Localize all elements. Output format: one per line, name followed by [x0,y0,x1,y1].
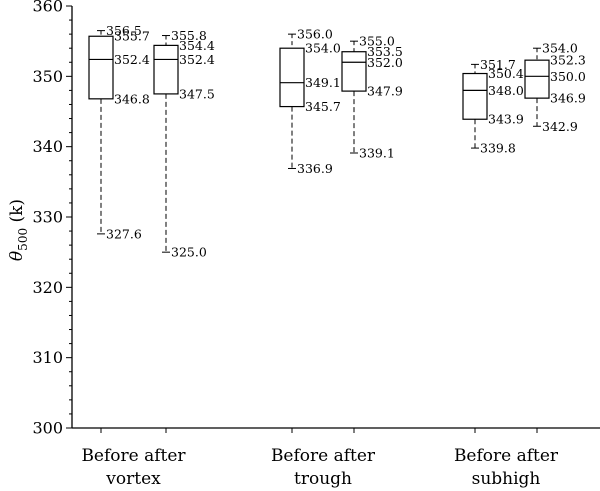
y-tick-label: 320 [32,278,63,297]
y-tick-label: 340 [32,137,63,156]
y-tick-label: 350 [32,67,63,86]
box-iqr [341,51,367,92]
axes: 300 310 320 330 340 350 360 [32,0,600,438]
y-tick-label: 300 [32,419,63,438]
label-q1: 343.9 [488,112,524,127]
category-label-line2: trough [294,469,352,489]
label-q1: 346.9 [550,91,586,106]
category-label-line1: Before after [81,446,186,466]
y-axis-label: θ500 (k) [7,199,30,261]
label-min: 325.0 [171,245,207,260]
label-q3: 350.4 [488,66,524,81]
label-max: 356.5 [106,23,142,38]
label-median: 352.0 [367,55,403,70]
box-iqr [88,35,114,100]
label-q1: 346.8 [114,91,150,106]
box-iqr [524,59,550,99]
label-q1: 347.9 [367,84,403,99]
y-axis-label-unit: (k) [7,199,27,228]
category-label-line1: Before after [454,446,559,466]
y-axis-label-symbol: θ [7,251,27,261]
box-iqr [153,44,179,95]
label-min: 339.1 [359,145,395,160]
category-label-line1: Before after [271,446,376,466]
label-q1: 347.5 [179,86,215,101]
y-axis-label-text: θ500 (k) [7,199,30,261]
category-label-line2: vortex [105,469,161,489]
label-q3: 355.7 [114,29,150,44]
label-median: 349.1 [305,75,341,90]
label-min: 336.9 [297,161,333,176]
y-axis-label-subscript: 500 [16,228,30,251]
y-tick-label: 310 [32,348,63,367]
label-min: 327.6 [106,226,142,241]
label-q3: 352.3 [550,53,586,68]
label-q3: 354.0 [305,41,341,56]
box-iqr [279,47,305,108]
label-q1: 345.7 [305,99,341,114]
label-median: 352.4 [114,52,150,67]
y-tick-label: 330 [32,208,63,227]
label-median: 352.4 [179,52,215,67]
x-axis-category-labels: Before after vortex Before after trough Befo… [81,446,558,489]
label-max: 351.7 [480,57,516,72]
label-q3: 354.4 [179,38,215,53]
category-label-line2: subhigh [472,469,541,489]
label-min: 339.8 [480,141,516,156]
label-max: 355.0 [359,34,395,49]
box-iqr [462,72,488,120]
label-max: 356.0 [297,27,333,42]
boxes: 356.5355.7352.4346.8327.6355.8354.4352.4… [88,23,586,260]
label-min: 342.9 [542,119,578,134]
y-tick-label: 360 [32,0,63,16]
label-max: 355.8 [171,28,207,43]
label-median: 350.0 [550,69,586,84]
label-max: 354.0 [542,41,578,56]
label-median: 348.0 [488,83,524,98]
label-q3: 353.5 [367,44,403,59]
